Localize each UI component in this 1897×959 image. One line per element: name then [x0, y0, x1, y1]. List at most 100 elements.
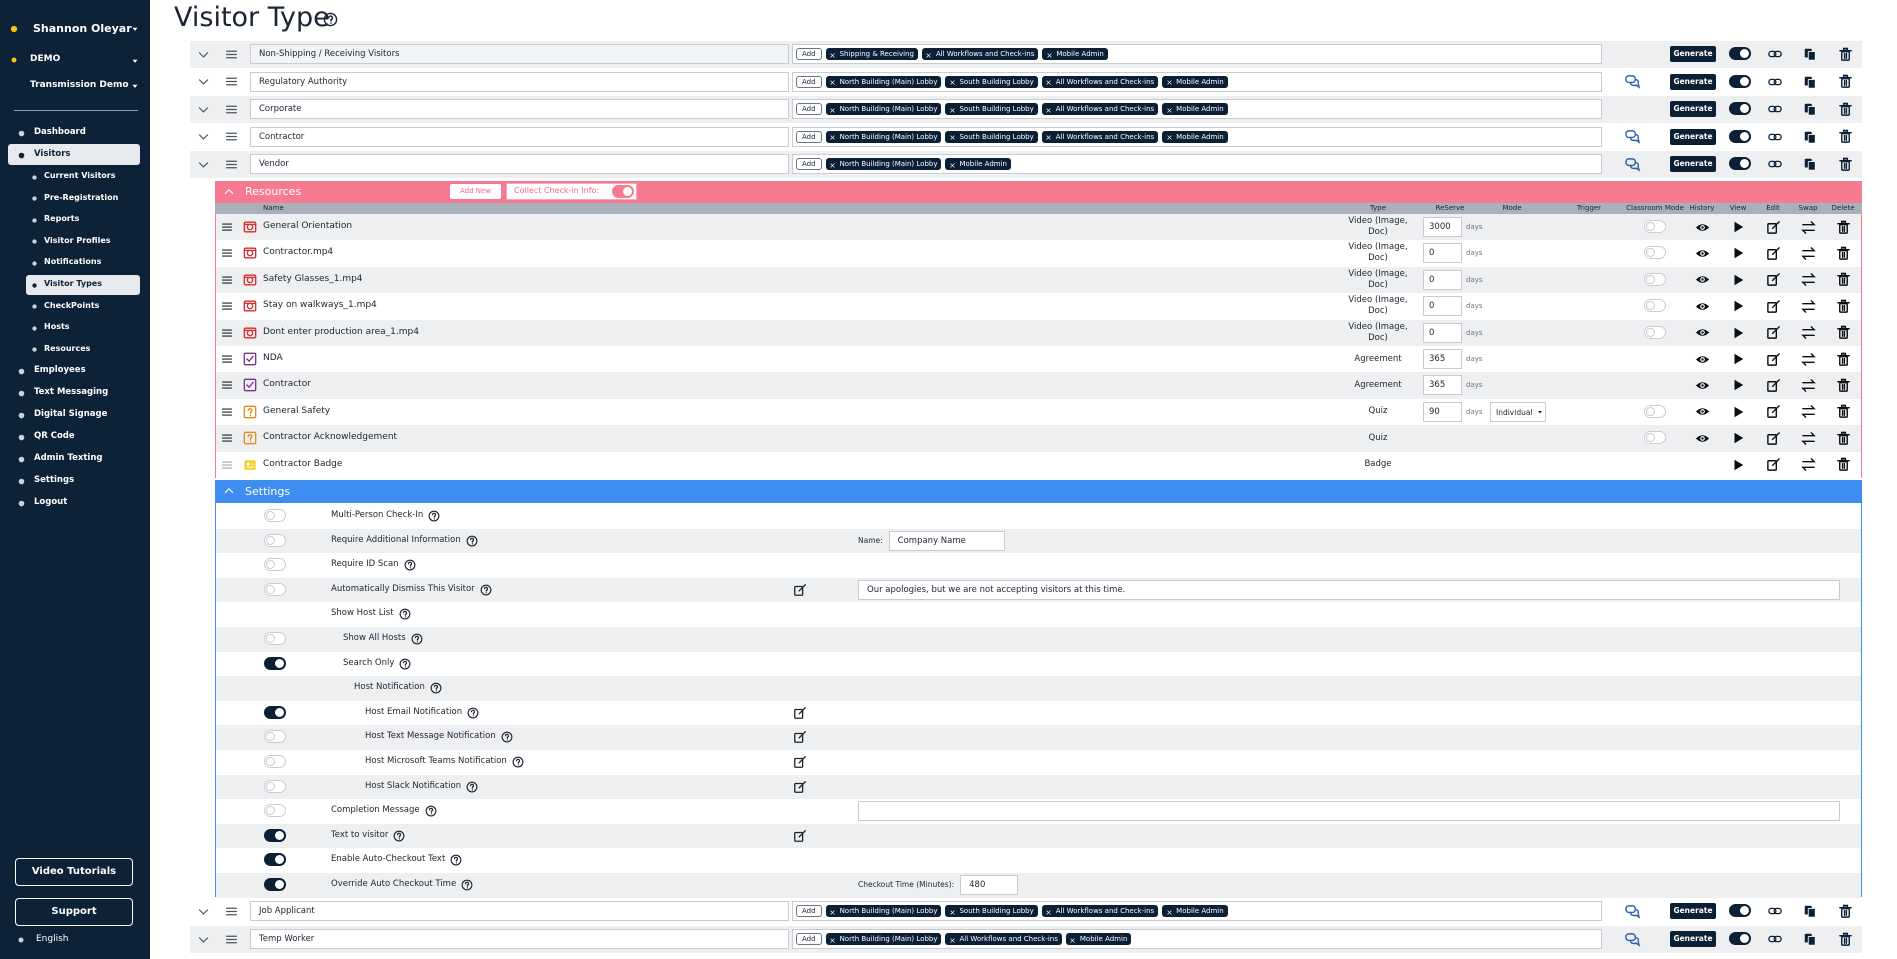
- drag-icon[interactable]: [225, 103, 238, 116]
- copy-icon[interactable]: [1803, 102, 1817, 116]
- tag[interactable]: Mobile Admin: [1065, 933, 1132, 945]
- add-button[interactable]: Add: [796, 905, 822, 917]
- nav-subitem[interactable]: Visitor Types: [44, 279, 102, 288]
- edit-icon[interactable]: [793, 706, 807, 720]
- reserve-input[interactable]: 0: [1423, 243, 1462, 264]
- edit-icon[interactable]: [1766, 325, 1781, 340]
- generate-button[interactable]: Generate: [1670, 903, 1716, 919]
- chat-icon[interactable]: [1624, 74, 1640, 89]
- copy-icon[interactable]: [1803, 130, 1817, 144]
- name-input[interactable]: Regulatory Authority: [250, 71, 789, 92]
- name-input[interactable]: Non-Shipping / Receiving Visitors: [250, 44, 789, 64]
- toggle[interactable]: [264, 632, 286, 645]
- link-icon[interactable]: [1768, 102, 1782, 116]
- setting-input[interactable]: [858, 801, 1840, 822]
- eye-icon[interactable]: [1695, 220, 1710, 235]
- edit-icon[interactable]: [1766, 246, 1781, 261]
- toggle[interactable]: [1644, 220, 1666, 233]
- eye-icon[interactable]: [1695, 246, 1710, 261]
- toggle[interactable]: [264, 705, 286, 719]
- tag[interactable]: All Workflows and Check-ins: [1041, 130, 1159, 143]
- toggle[interactable]: [1644, 272, 1666, 286]
- sidebar-button[interactable]: Support: [15, 898, 133, 926]
- tag[interactable]: North Building (Main) Lobby: [825, 933, 942, 945]
- link-icon[interactable]: [1768, 130, 1782, 144]
- edit-icon[interactable]: [1766, 220, 1781, 235]
- generate-button[interactable]: Generate: [1670, 931, 1716, 947]
- tag[interactable]: North Building (Main) Lobby: [825, 905, 942, 917]
- reserve-input[interactable]: 3000: [1423, 217, 1462, 237]
- toggle[interactable]: [264, 533, 286, 547]
- play-icon[interactable]: [1731, 352, 1745, 366]
- nav-subitem[interactable]: Current Visitors: [44, 171, 116, 180]
- setting-input[interactable]: Company Name: [888, 530, 1005, 551]
- nav-item[interactable]: Settings: [34, 475, 75, 486]
- name-input[interactable]: Vendor: [250, 154, 789, 174]
- edit-icon[interactable]: [793, 780, 807, 794]
- toggle[interactable]: [1729, 129, 1751, 143]
- toggle[interactable]: [264, 582, 286, 596]
- sidebar-button[interactable]: Video Tutorials: [15, 858, 133, 886]
- add-button[interactable]: Add: [796, 75, 822, 88]
- edit-icon[interactable]: [1766, 431, 1781, 446]
- swap-icon[interactable]: [1800, 220, 1816, 235]
- swap-icon[interactable]: [1800, 352, 1816, 367]
- drag-icon[interactable]: [221, 353, 233, 365]
- generate-button[interactable]: Generate: [1670, 156, 1716, 172]
- tag[interactable]: All Workflows and Check-ins: [1041, 103, 1159, 115]
- tag[interactable]: Shipping & Receiving: [825, 48, 918, 60]
- eye-icon[interactable]: [1695, 404, 1710, 419]
- swap-icon[interactable]: [1800, 457, 1816, 472]
- nav-item[interactable]: Visitors: [34, 149, 71, 159]
- edit-icon[interactable]: [793, 755, 807, 769]
- link-icon[interactable]: [1768, 47, 1782, 61]
- nav-subitem[interactable]: Visitor Profiles: [44, 235, 111, 245]
- play-icon[interactable]: [1731, 299, 1745, 313]
- tag[interactable]: North Building (Main) Lobby: [825, 158, 942, 170]
- tag[interactable]: North Building (Main) Lobby: [825, 103, 942, 115]
- down-icon[interactable]: [197, 933, 210, 946]
- swap-icon[interactable]: [1800, 431, 1816, 446]
- eye-icon[interactable]: [1695, 299, 1710, 314]
- generate-button[interactable]: Generate: [1670, 73, 1716, 90]
- trash-icon[interactable]: [1836, 246, 1851, 261]
- copy-icon[interactable]: [1803, 47, 1817, 61]
- eye-icon[interactable]: [1695, 325, 1710, 340]
- generate-button[interactable]: Generate: [1670, 101, 1716, 117]
- link-icon[interactable]: [1768, 932, 1782, 946]
- toggle[interactable]: [264, 755, 286, 768]
- play-icon[interactable]: [1731, 326, 1745, 340]
- tag[interactable]: Mobile Admin: [1162, 103, 1228, 115]
- up-icon[interactable]: [223, 186, 235, 198]
- edit-icon[interactable]: [793, 583, 807, 597]
- down-icon[interactable]: [197, 48, 210, 61]
- drag-icon[interactable]: [221, 300, 233, 312]
- trash-icon[interactable]: [1838, 932, 1853, 947]
- nav-subitem[interactable]: CheckPoints: [44, 300, 100, 310]
- toggle[interactable]: [264, 779, 286, 793]
- drag-icon[interactable]: [221, 432, 233, 444]
- swap-icon[interactable]: [1800, 378, 1816, 393]
- swap-icon[interactable]: [1800, 404, 1816, 419]
- down-icon[interactable]: [197, 75, 210, 88]
- play-icon[interactable]: [1731, 220, 1745, 234]
- toggle[interactable]: [1644, 431, 1666, 445]
- tag[interactable]: Mobile Admin: [1162, 905, 1228, 917]
- down-icon[interactable]: [197, 905, 210, 918]
- eye-icon[interactable]: [1695, 378, 1710, 393]
- copy-icon[interactable]: [1803, 75, 1817, 89]
- nav-item[interactable]: Employees: [34, 365, 86, 376]
- trash-icon[interactable]: [1838, 47, 1853, 62]
- tag[interactable]: Mobile Admin: [945, 158, 1011, 170]
- trash-icon[interactable]: [1836, 352, 1851, 367]
- toggle[interactable]: [264, 878, 286, 891]
- toggle[interactable]: [264, 828, 286, 842]
- nav-item[interactable]: Logout: [34, 497, 68, 508]
- toggle[interactable]: [1729, 932, 1751, 945]
- edit-icon[interactable]: [1766, 299, 1781, 314]
- toggle[interactable]: [1644, 299, 1666, 313]
- link-icon[interactable]: [1768, 75, 1782, 89]
- edit-icon[interactable]: [1766, 404, 1781, 419]
- play-icon[interactable]: [1731, 273, 1745, 287]
- link-icon[interactable]: [1768, 904, 1782, 918]
